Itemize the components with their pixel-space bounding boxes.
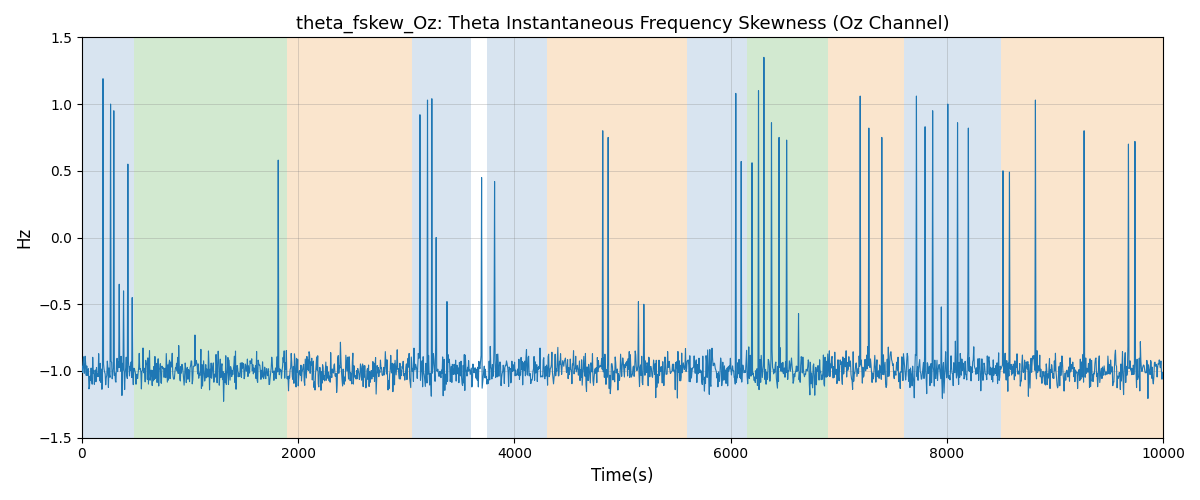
Y-axis label: Hz: Hz — [14, 227, 32, 248]
Bar — [287, 38, 412, 438]
X-axis label: Time(s): Time(s) — [592, 467, 654, 485]
Title: theta_fskew_Oz: Theta Instantaneous Frequency Skewness (Oz Channel): theta_fskew_Oz: Theta Instantaneous Freq… — [295, 15, 949, 34]
Bar — [133, 38, 287, 438]
Bar — [746, 38, 828, 438]
Bar — [828, 38, 904, 438]
Bar — [487, 38, 547, 438]
Bar — [82, 38, 133, 438]
Bar — [547, 38, 688, 438]
Bar — [1001, 38, 1163, 438]
Bar — [412, 38, 472, 438]
Bar — [688, 38, 746, 438]
Bar — [904, 38, 1001, 438]
